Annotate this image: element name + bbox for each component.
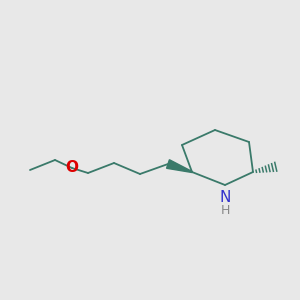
Polygon shape <box>167 160 192 172</box>
Text: N: N <box>219 190 231 206</box>
Text: O: O <box>65 160 79 175</box>
Text: H: H <box>220 203 230 217</box>
